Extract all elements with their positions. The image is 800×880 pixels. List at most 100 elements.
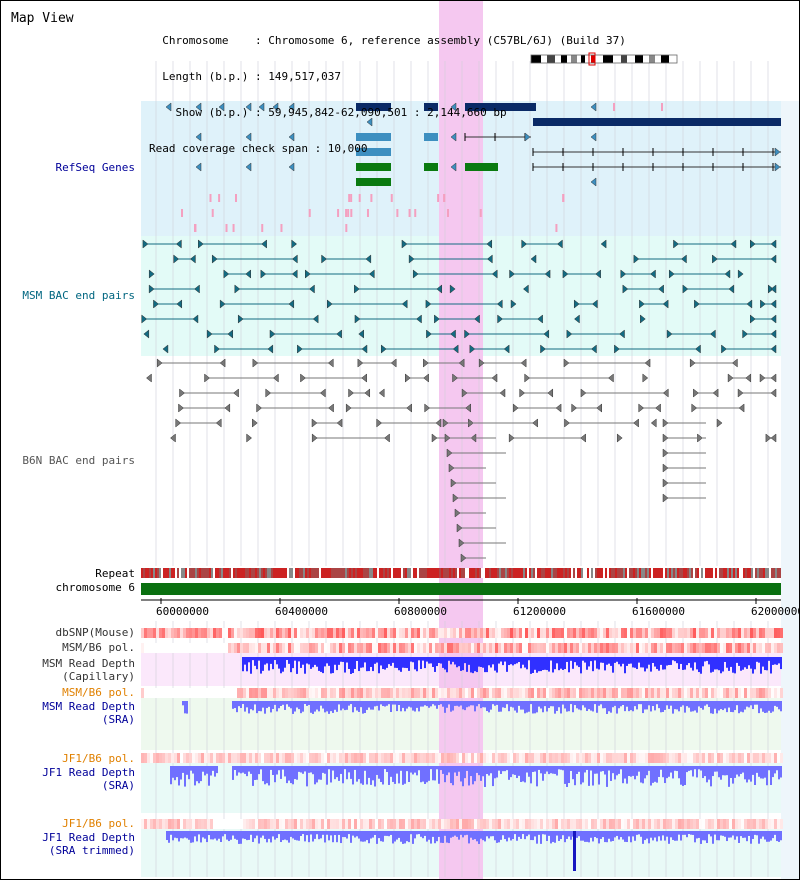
jf1-sra-depth [312,766,314,775]
msm-pol2-heat [336,688,339,698]
repeat-block [649,568,651,578]
msm-pol-heat [453,643,456,653]
track-label-msm-b6-pol-1[interactable]: MSM/B6 pol. [62,641,135,654]
msm-pol-heat [180,643,183,653]
refseq-gene-exon [366,117,373,127]
jf1-sra-depth [200,766,202,782]
jf1-sra-depth [412,766,414,775]
msm-sra-depth [554,701,556,714]
msm-sra-depth [572,701,574,713]
b6n-bac-pair-end [273,373,279,383]
msm-capillary-depth [328,657,330,666]
jf1-pol-heat [486,753,489,763]
track-label-dbsnp[interactable]: dbSNP(Mouse) [55,626,135,639]
msm-capillary-depth [358,657,360,672]
jf1-trim-depth [690,831,692,835]
msm-capillary-depth [688,657,690,664]
b6n-bac-pair-end [458,358,465,368]
jf1-trim-depth [736,831,738,837]
msm-pol-heat [357,643,360,653]
dbsnp-heat [279,628,282,638]
msm-pol2-heat [726,688,729,698]
msm-pol2-heat [648,688,651,698]
jf1-sra-depth [264,766,266,785]
repeat-block [209,568,211,578]
jf1-trim-depth [588,831,590,843]
repeat-block [773,568,775,578]
msm-pol2-heat [561,688,564,698]
track-label-b6n-bac[interactable]: B6N BAC end pairs [22,454,135,467]
track-label-jf1-b6-pol-2[interactable]: JF1/B6 pol. [62,817,135,830]
dbsnp-heat [282,628,285,638]
jf1-pol2-heat [225,819,228,829]
jf1-pol-heat [570,753,573,763]
msm-sra-depth [372,701,374,710]
jf1-trim-depth [314,831,316,839]
msm-sra-depth [310,701,312,713]
b6n-bac-pair-end [454,508,461,518]
msm-capillary-depth [278,657,280,669]
msm-sra-depth [604,701,606,709]
jf1-trim-depth [430,831,432,844]
track-label-msm-depth-sra[interactable]: MSM Read Depth (SRA) [42,700,135,726]
dbsnp-heat [534,628,537,638]
msm-capillary-depth [768,657,770,661]
msm-sra-depth [442,701,444,707]
repeat-block [747,568,749,578]
msm-pol-heat [240,643,243,653]
msm-bac-pair-end [557,239,563,249]
jf1-trim-depth [374,831,376,835]
track-label-msm-b6-pol-2[interactable]: MSM/B6 pol. [62,686,135,699]
track-label-jf1-depth-sra[interactable]: JF1 Read Depth (SRA) [42,766,135,792]
repeat-block [631,568,633,578]
track-label-msm-depth-capillary[interactable]: MSM Read Depth (Capillary) [42,657,135,683]
repeat-block [657,568,659,578]
msm-capillary-depth [498,657,500,664]
jf1-pol-heat [567,753,570,763]
repeat-block [333,568,335,578]
jf1-pol2-heat [669,819,672,829]
track-label-msm-bac[interactable]: MSM BAC end pairs [22,289,135,302]
track-label-refseq-genes[interactable]: RefSeq Genes [55,161,135,174]
msm-capillary-depth [320,657,322,672]
jf1-pol2-heat [420,819,423,829]
msm-pol2-heat [765,688,768,698]
jf1-sra-depth [478,766,480,776]
b6n-bac-pair-end [170,433,176,443]
jf1-trim-depth [176,831,178,839]
track-label-jf1-depth-trimmed[interactable]: JF1 Read Depth (SRA trimmed) [42,831,135,857]
jf1-trim-depth [416,831,418,835]
track-label-chromosome[interactable]: chromosome 6 [55,581,135,594]
jf1-pol2-heat [249,819,252,829]
jf1-sra-depth [532,766,534,772]
jf1-sra-depth [534,766,536,772]
msm-pol2-heat [201,688,204,698]
msm-pol-heat [669,643,672,653]
dbsnp-heat [642,628,645,638]
dbsnp-heat [351,628,354,638]
repeat-block [275,568,277,578]
track-label-repeat[interactable]: Repeat [95,567,135,580]
jf1-pol2-heat [624,819,627,829]
jf1-trim-depth [676,831,678,841]
repeat-block [703,568,705,578]
msm-bac-pair-end [288,299,295,309]
msm-sra-depth [610,701,612,713]
refseq-marker [308,209,311,217]
msm-pol-heat [564,643,567,653]
refseq-marker [661,103,663,111]
track-label-jf1-b6-pol-1[interactable]: JF1/B6 pol. [62,752,135,765]
b6n-bac-pair-end [716,418,723,428]
msm-pol-heat [309,643,312,653]
msm-capillary-depth [500,657,502,662]
repeat-block [551,568,553,578]
jf1-sra-depth [246,766,248,777]
jf1-pol2-heat [528,819,531,829]
msm-pol2-heat [510,688,513,698]
msm-sra-depth [502,701,504,708]
msm-capillary-depth [270,657,272,664]
jf1-pol-heat [702,753,705,763]
jf1-pol2-heat [450,819,453,829]
msm-sra-depth [688,701,690,708]
